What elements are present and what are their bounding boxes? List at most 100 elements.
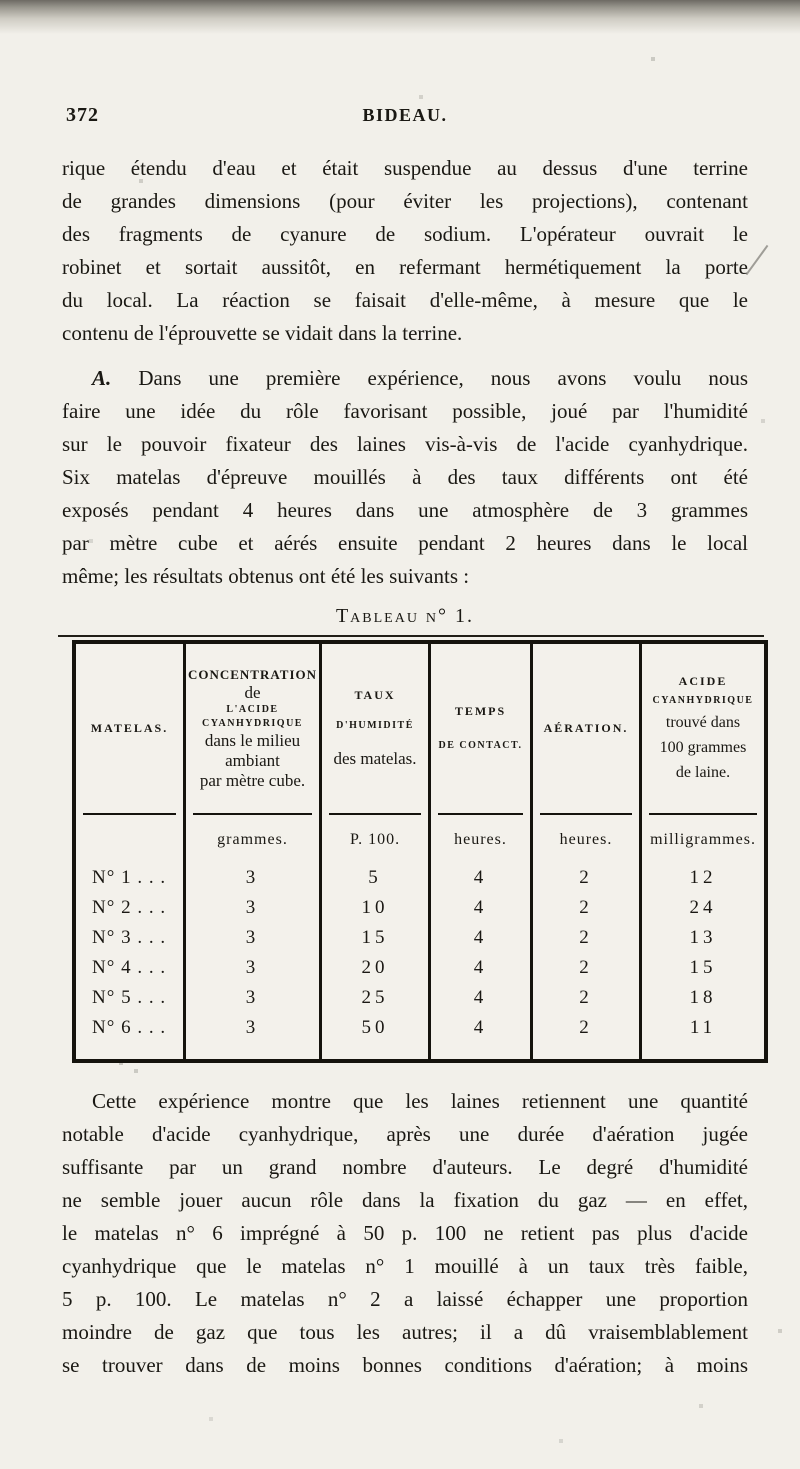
header-label: 100 grammes (659, 739, 747, 756)
header-label: dans le milieu (204, 730, 301, 750)
header-label: DE CONTACT. (438, 740, 523, 751)
units-cell: heures. (431, 817, 533, 863)
table-cell: 13 (689, 927, 717, 948)
text-line: même; les résultats obtenus ont été les … (62, 564, 470, 588)
text-line: de grandes dimensions (pour éviter les p… (62, 189, 748, 213)
header-label: TAUX (354, 688, 396, 702)
table-cell: 20 (322, 953, 431, 983)
table-cell: 4 (431, 953, 533, 983)
table-cell: 15 (689, 957, 717, 978)
table-cell: 4 (431, 923, 533, 953)
table-cell: 2 (533, 983, 642, 1013)
header-label: trouvé dans (665, 714, 741, 731)
header-rule-segment (533, 812, 642, 817)
header-label: par mètre cube. (199, 770, 306, 790)
units-cell-empty (76, 817, 186, 863)
paragraph-lead: A. (92, 366, 112, 390)
text-line: notable d'acide cyanhydrique, après une … (62, 1122, 748, 1146)
table-cell: 2 (533, 893, 642, 923)
table-cell: 3 (186, 983, 322, 1013)
text-line: du local. La réaction se faisait d'elle-… (62, 288, 748, 312)
header-rule-segment (186, 812, 322, 817)
text-line: exposés pendant 4 heures dans une atmosp… (62, 498, 748, 522)
column-header-aeration: AÉRATION. (533, 644, 642, 812)
table-cell: 2 (533, 953, 642, 983)
text-line: A. Dans une première expérience, nous av… (62, 362, 748, 395)
table-bottom-pad (322, 1043, 431, 1059)
table-cell: 5 (322, 863, 431, 893)
text-line: se trouver dans de moins bonnes conditio… (62, 1353, 748, 1377)
column-header-concentration: CONCENTRATION de L'ACIDE CYANHYDRIQUE da… (186, 644, 322, 812)
table-bottom-pad (186, 1043, 322, 1059)
units-cell: milligrammes. (650, 831, 756, 848)
header-label: MATELAS. (90, 721, 169, 735)
text-line-rest: Dans une première expérience, nous avons… (138, 366, 749, 390)
header-label: AÉRATION. (543, 721, 629, 735)
header-label: ACIDE (678, 674, 728, 688)
table-bottom-pad (76, 1043, 186, 1059)
page-content: 372 BIDEAU. rique étendu d'eau et était … (58, 104, 768, 1382)
units-cell: grammes. (186, 817, 322, 863)
table-row-label: N° 1 . . . (76, 863, 186, 893)
table-caption: Tableau n° 1. (335, 605, 475, 627)
text-line: par mètre cube et aérés ensuite pendant … (62, 531, 748, 555)
table-cell: 50 (322, 1013, 431, 1043)
column-header-temps: TEMPS DE CONTACT. (431, 644, 533, 812)
table-bottom-pad (431, 1043, 533, 1059)
table-cell: 3 (186, 863, 322, 893)
table-top-rule (58, 635, 764, 637)
table-cell: 24 (689, 897, 717, 918)
table-cell: 3 (186, 893, 322, 923)
text-line: faire une idée du rôle favorisant possib… (62, 399, 748, 423)
table-cell: 2 (533, 923, 642, 953)
paragraph-2: A. Dans une première expérience, nous av… (62, 362, 748, 593)
text-line: ne semble jouer aucun rôle dans la fixat… (62, 1188, 748, 1212)
data-table: MATELAS. CONCENTRATION de L'ACIDE CYANHY… (72, 640, 768, 1063)
table-cell: 3 (186, 953, 322, 983)
text-line: 5 p. 100. Le matelas n° 2 a laissé échap… (62, 1287, 748, 1311)
header-label: des matelas. (333, 749, 417, 768)
header-rule-segment (431, 812, 533, 817)
units-cell: heures. (533, 817, 642, 863)
header-rule-segment (642, 812, 764, 817)
table-cell: 25 (322, 983, 431, 1013)
scan-speckles (0, 0, 2, 2)
text-line: Cette expérience montre que les laines r… (92, 1089, 748, 1113)
scan-top-shadow (0, 0, 800, 34)
paragraph-1: rique étendu d'eau et était suspendue au… (62, 152, 748, 350)
header-label: ambiant (225, 750, 280, 770)
table-row-label: N° 5 . . . (76, 983, 186, 1013)
table-cell: 3 (186, 1013, 322, 1043)
table-cell: 11 (689, 1017, 717, 1038)
page-header: 372 BIDEAU. (62, 104, 748, 132)
page-number: 372 (66, 104, 99, 126)
header-rule-segment (76, 812, 186, 817)
text-line: suffisante par un grand nombre d'auteurs… (62, 1155, 748, 1179)
text-line: robinet et sortait aussitôt, en referman… (62, 255, 748, 279)
column-header-acide: ACIDE CYANHYDRIQUE trouvé dans 100 gramm… (642, 644, 764, 812)
table-bottom-pad (533, 1043, 642, 1059)
header-label: CYANHYDRIQUE (652, 695, 754, 706)
header-label: CONCENTRATION (187, 666, 318, 682)
header-label: TEMPS (454, 704, 507, 718)
text-line: moindre de gaz que tous les autres; il a… (62, 1320, 748, 1344)
table-cell: 2 (533, 1013, 642, 1043)
text-line: des fragments de cyanure de sodium. L'op… (62, 222, 748, 246)
text-line: rique étendu d'eau et était suspendue au… (62, 156, 748, 180)
table-cell: 4 (431, 1013, 533, 1043)
table-row-label: N° 3 . . . (76, 923, 186, 953)
table-row-label: N° 2 . . . (76, 893, 186, 923)
column-header-matelas: MATELAS. (76, 644, 186, 812)
text-line: le matelas n° 6 imprégné à 50 p. 100 ne … (62, 1221, 748, 1245)
table-cell: 4 (431, 983, 533, 1013)
text-line: sur le pouvoir fixateur des laines vis-à… (62, 432, 748, 456)
header-label: D'HUMIDITÉ (336, 720, 414, 731)
header-rule-segment (322, 812, 431, 817)
column-header-taux: TAUX D'HUMIDITÉ des matelas. (322, 644, 431, 812)
table-cell: 15 (322, 923, 431, 953)
text-line: Six matelas d'épreuve mouillés à des tau… (62, 465, 748, 489)
text-line: contenu de l'éprouvette se vidait dans l… (62, 321, 463, 345)
text-line: cyanhydrique que le matelas n° 1 mouillé… (62, 1254, 748, 1278)
table-cell: 12 (689, 867, 717, 888)
